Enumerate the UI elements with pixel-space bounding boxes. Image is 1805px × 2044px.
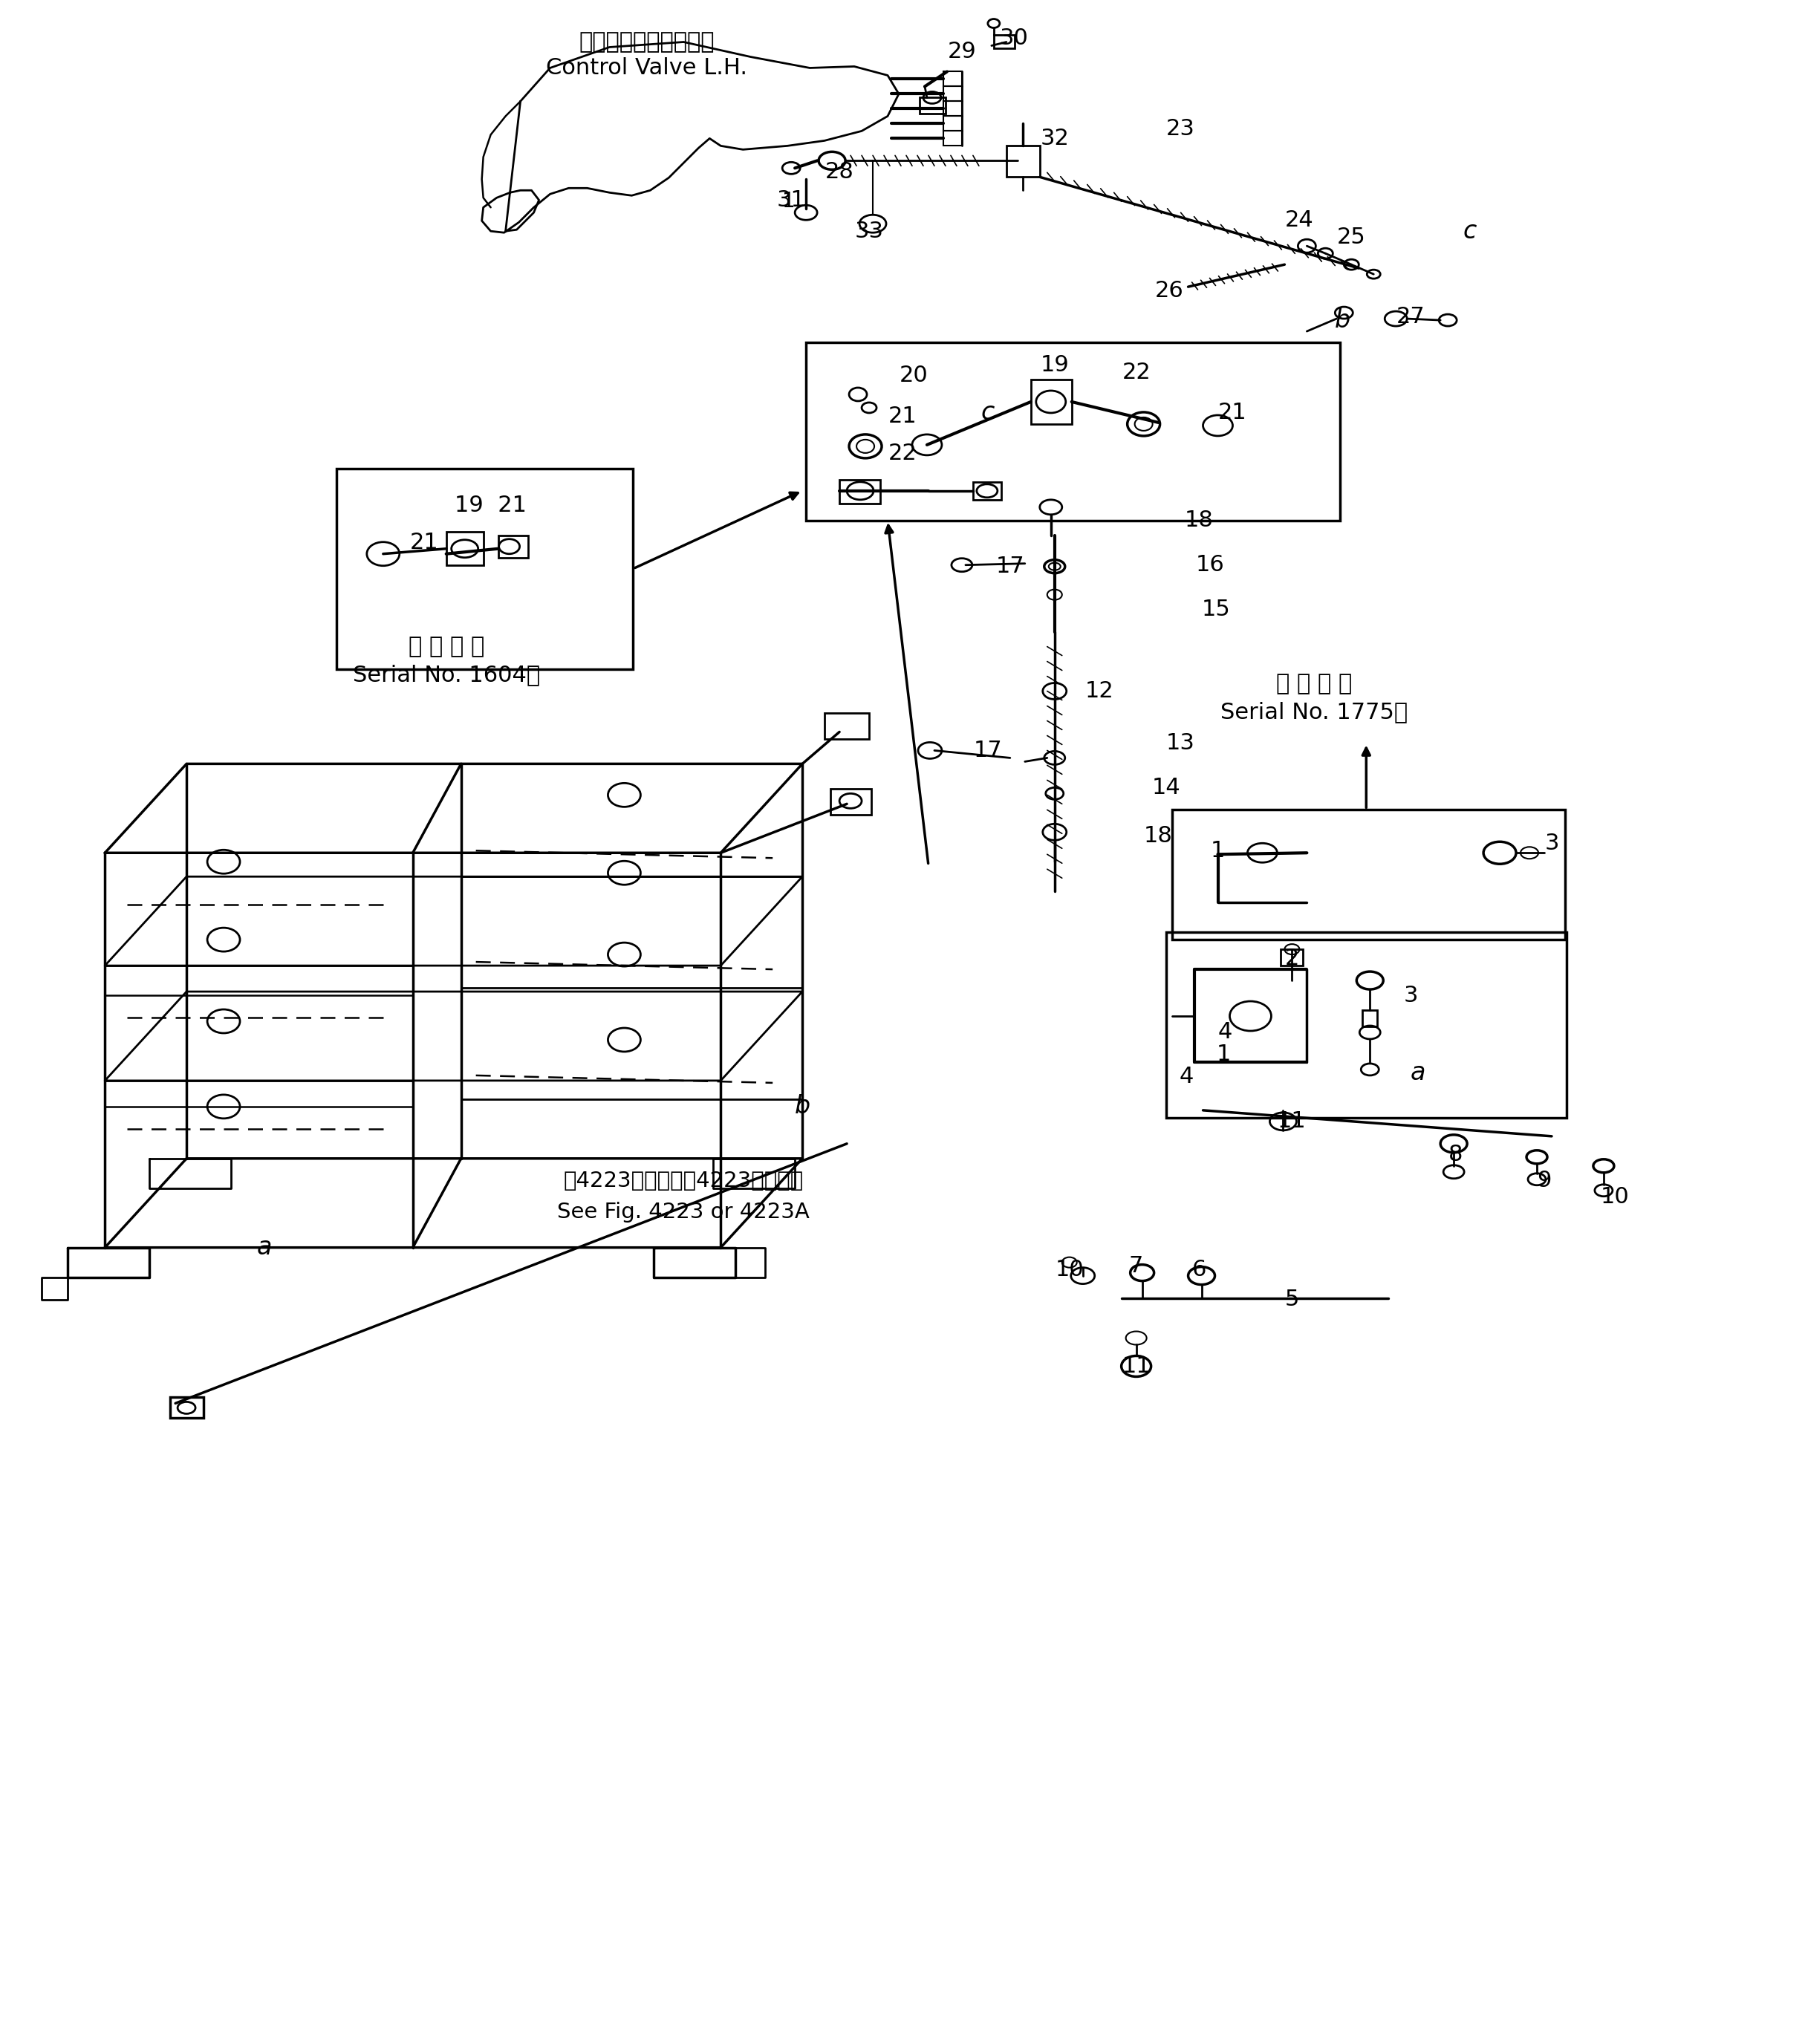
Text: 33: 33 <box>854 221 884 241</box>
Text: 15: 15 <box>1202 599 1231 619</box>
Bar <box>498 536 527 558</box>
Bar <box>1171 809 1565 940</box>
Bar <box>944 86 962 102</box>
Text: 8: 8 <box>1448 1145 1462 1165</box>
Text: 21: 21 <box>410 531 439 554</box>
Bar <box>807 343 1341 521</box>
Text: Control Valve L.H.: Control Valve L.H. <box>545 57 747 80</box>
Text: 24: 24 <box>1285 208 1314 231</box>
Text: 26: 26 <box>1155 280 1184 300</box>
Text: 1: 1 <box>1211 840 1226 861</box>
Text: 7: 7 <box>1128 1255 1143 1278</box>
Bar <box>973 482 1002 499</box>
Text: 適 用 号 機: 適 用 号 機 <box>408 636 484 658</box>
Text: 19  21: 19 21 <box>455 495 527 517</box>
Bar <box>170 1398 204 1419</box>
Bar <box>919 98 946 114</box>
Bar <box>1031 380 1072 423</box>
Text: 3: 3 <box>1404 985 1419 1006</box>
Text: 21: 21 <box>1218 403 1247 423</box>
Bar <box>944 72 962 86</box>
Bar <box>830 789 872 816</box>
Text: 17: 17 <box>996 556 1025 576</box>
Text: 23: 23 <box>1166 119 1195 139</box>
Text: 1: 1 <box>1217 1044 1231 1065</box>
Text: 10: 10 <box>1601 1186 1630 1208</box>
Text: Serial No. 1604～: Serial No. 1604～ <box>352 664 540 685</box>
Text: 16: 16 <box>1197 554 1226 576</box>
Text: 32: 32 <box>1040 127 1069 149</box>
Text: 14: 14 <box>1152 777 1180 799</box>
Bar <box>1363 1010 1377 1026</box>
Bar <box>446 531 484 564</box>
Text: 10: 10 <box>1056 1259 1083 1280</box>
Text: 11: 11 <box>1278 1110 1307 1132</box>
Bar <box>944 102 962 117</box>
Text: 17: 17 <box>973 740 1002 760</box>
Text: b: b <box>794 1094 810 1118</box>
Bar <box>1007 145 1040 178</box>
Text: 3: 3 <box>1545 832 1560 854</box>
Text: Serial No. 1775～: Serial No. 1775～ <box>1220 701 1408 724</box>
Bar <box>839 480 881 503</box>
Bar <box>825 713 870 740</box>
Text: c: c <box>1464 219 1476 243</box>
Text: 29: 29 <box>948 41 977 63</box>
Text: 18: 18 <box>1184 509 1213 531</box>
Text: a: a <box>1410 1061 1426 1085</box>
Text: 28: 28 <box>825 161 854 182</box>
Text: 9: 9 <box>1538 1169 1552 1192</box>
Text: 31: 31 <box>776 190 805 211</box>
Text: 4: 4 <box>1218 1022 1233 1042</box>
Bar <box>995 35 1014 47</box>
Text: 11: 11 <box>1123 1355 1150 1378</box>
Text: 笥4223図または笥4223Ａ図参照: 笥4223図または笥4223Ａ図参照 <box>563 1171 803 1192</box>
Text: 20: 20 <box>899 366 928 386</box>
Text: 22: 22 <box>888 444 917 464</box>
Text: 13: 13 <box>1166 732 1195 754</box>
Bar <box>944 131 962 145</box>
Text: 22: 22 <box>1123 362 1150 382</box>
Text: 19: 19 <box>1040 354 1069 376</box>
Text: 25: 25 <box>1338 227 1366 247</box>
Text: 18: 18 <box>1144 826 1173 846</box>
Text: 6: 6 <box>1191 1259 1206 1280</box>
Text: 5: 5 <box>1285 1288 1300 1310</box>
Text: a: a <box>256 1235 273 1259</box>
Bar <box>1166 932 1567 1118</box>
Text: 27: 27 <box>1397 307 1426 327</box>
Text: b: b <box>1334 309 1350 333</box>
Text: 21: 21 <box>888 407 917 427</box>
Text: c: c <box>980 401 995 425</box>
Text: 4: 4 <box>1179 1067 1193 1087</box>
Bar <box>336 468 634 668</box>
Text: See Fig. 4223 or 4223A: See Fig. 4223 or 4223A <box>558 1202 810 1222</box>
Text: 12: 12 <box>1085 681 1114 701</box>
Bar <box>944 117 962 131</box>
Text: 30: 30 <box>1000 27 1029 49</box>
Text: $1$: $1$ <box>782 190 794 213</box>
Text: 2: 2 <box>1285 948 1300 969</box>
Text: コントロールバルブ左: コントロールバルブ左 <box>579 31 715 53</box>
Bar <box>1282 948 1303 965</box>
Text: 適 用 号 機: 適 用 号 機 <box>1276 672 1352 695</box>
